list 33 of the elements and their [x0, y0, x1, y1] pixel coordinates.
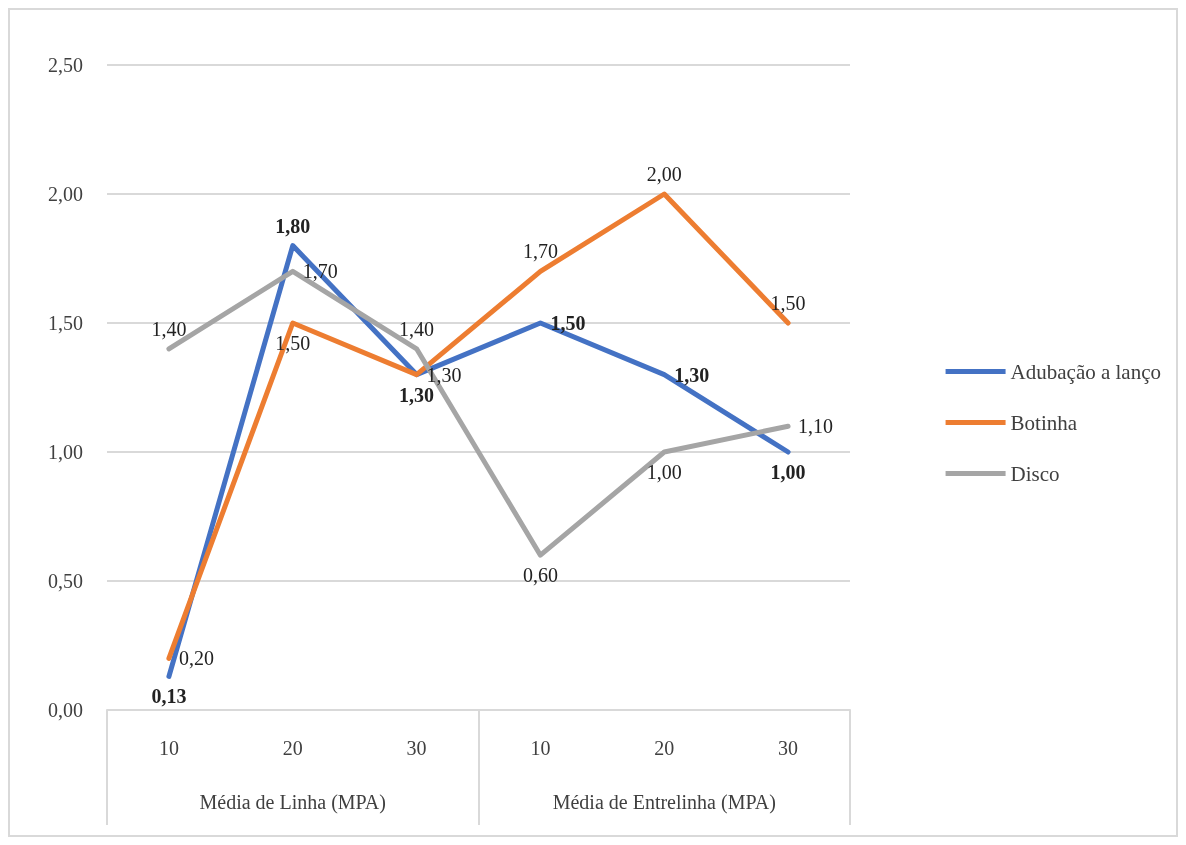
data-label: 1,30	[426, 363, 462, 386]
data-label: 1,00	[646, 461, 682, 483]
data-label: 1,10	[798, 415, 834, 438]
x-tick-label: 20	[654, 737, 675, 759]
data-label: 1,80	[275, 214, 311, 237]
data-label: 0,60	[522, 564, 558, 587]
y-tick-label: 0,00	[48, 699, 83, 721]
data-label: 0,20	[178, 647, 214, 670]
y-tick-label: 0,50	[48, 570, 83, 592]
text: Média de Entrelinha (MPA)	[552, 791, 776, 814]
data-label: 1,50	[770, 292, 806, 314]
y-tick-label: 2,50	[48, 54, 83, 76]
x-tick-label: 30	[778, 737, 799, 759]
x-tick-label: 20	[282, 737, 303, 759]
data-label: 1,40	[399, 317, 435, 340]
legend-label: Adubação a lanço	[1010, 359, 1162, 384]
legend-label: Botinha	[1010, 410, 1078, 435]
x-tick-label: 10	[530, 737, 551, 759]
data-label: 1,40	[151, 317, 187, 340]
data-label: 2,00	[646, 163, 682, 185]
y-tick-label: 2,00	[48, 183, 83, 205]
data-label: 0,13	[151, 685, 187, 708]
data-label: 1,70	[522, 240, 558, 263]
text: Média de Linha (MPA)	[199, 791, 386, 814]
y-tick-label: 1,00	[48, 441, 83, 463]
data-label: 1,30	[399, 383, 435, 406]
data-label: 1,30	[674, 363, 710, 386]
y-tick-label: 1,50	[48, 312, 83, 334]
data-label: 1,00	[770, 461, 806, 483]
x-tick-label: 10	[158, 737, 179, 759]
data-label: 1,50	[550, 312, 586, 334]
legend-label: Disco	[1010, 461, 1060, 486]
x-tick-label: 30	[406, 737, 427, 759]
